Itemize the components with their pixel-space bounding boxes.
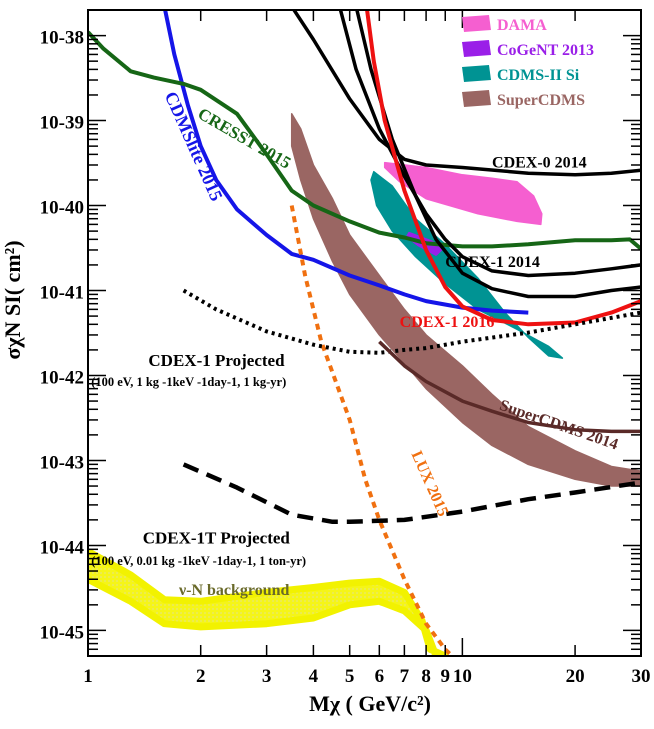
x-tick-label: 1 <box>83 666 93 687</box>
annotation-cdex-1-2014: CDEX-1 2014 <box>445 254 540 271</box>
y-tick-label: 10-45 <box>40 622 84 643</box>
x-tick-label: 30 <box>632 666 651 687</box>
curve-cdex-0-2014-b <box>338 10 641 278</box>
x-axis-title: Mχ ( GeV/c²) <box>309 691 431 716</box>
annotation-100-ev-0-01-kg-1kev-1day-1-1-ton-yr: (100 eV, 0.01 kg -1keV -1day-1, 1 ton-yr… <box>91 554 306 568</box>
x-tick-label: 3 <box>262 666 272 687</box>
region-supercdms <box>290 113 641 487</box>
curve-cresst-2015 <box>88 30 641 251</box>
annotation-cdex-1-2016: CDEX-1 2016 <box>400 314 495 331</box>
legend-swatch-dama <box>462 15 491 32</box>
x-tick-label: 8 <box>421 666 431 687</box>
annotation-100-ev-1-kg-1kev-1day-1-1-kg-yr: (100 eV, 1 kg -1keV -1day-1, 1 kg-yr) <box>91 375 286 389</box>
y-tick-label: 10-42 <box>40 367 84 388</box>
legend-label-cogent-2013: CoGeNT 2013 <box>497 42 594 59</box>
axes: 1 2 3 4 5 6 7 8 9 10 20 30 10-38 10-39 10-40 10-41 10-42… <box>40 9 651 687</box>
limit-curves <box>88 10 641 656</box>
y-axis-title: σχN SI( cm²) <box>0 240 25 359</box>
annotation-cdex-0-2014: CDEX-0 2014 <box>492 155 587 172</box>
x-tick-label: 10 <box>453 666 472 687</box>
curve-cdmslite-2015 <box>163 10 529 315</box>
y-tick-label: 10-41 <box>40 283 84 304</box>
y-tick-label: 10-39 <box>40 113 84 134</box>
curve-cdex-1t-projected <box>182 462 641 525</box>
x-tick-label: 9 <box>440 666 450 687</box>
legend-swatch-cdms-ii-si <box>462 65 491 82</box>
x-tick-label: 5 <box>345 666 355 687</box>
x-tick-label: 7 <box>400 666 410 687</box>
x-tick-label: 20 <box>566 666 585 687</box>
y-tick-label: 10-43 <box>40 452 84 473</box>
curve-supercdms-2014 <box>378 340 641 434</box>
y-tick-label: 10-44 <box>40 537 85 558</box>
y-tick-label: 10-40 <box>40 198 84 219</box>
plot-frame <box>87 9 642 657</box>
annotation-nu-n-background: ν-N background <box>178 582 290 599</box>
legend: DAMA CoGeNT 2013 CDMS-II Si SuperCDMS <box>462 15 594 109</box>
annotation-cdex-1t-projected: CDEX-1T Projected <box>143 529 291 548</box>
legend-label-dama: DAMA <box>497 17 547 34</box>
annotation-cdex-1-projected: CDEX-1 Projected <box>148 351 285 370</box>
y-tick-label: 10-38 <box>40 28 84 49</box>
x-tick-label: 6 <box>375 666 385 687</box>
x-tick-label: 2 <box>196 666 206 687</box>
legend-swatch-supercdms <box>462 90 491 107</box>
annotation-cdmslite-2015: CDMSlite 2015 <box>161 88 227 203</box>
curve-cdex-1-2016 <box>365 10 641 327</box>
region-nu-n-background-border <box>88 548 449 656</box>
legend-label-supercdms: SuperCDMS <box>497 92 585 109</box>
legend-label-cdms-ii-si: CDMS-II Si <box>497 67 580 84</box>
curve-lux-2015 <box>289 205 455 656</box>
annotation-lux-2015: LUX 2015 <box>408 448 452 519</box>
curve-cdex-0-2014 <box>291 10 641 177</box>
legend-swatch-cogent-2013 <box>462 40 491 57</box>
curve-cdex-1-projected <box>182 288 641 355</box>
region-cdms-ii-si <box>370 170 564 359</box>
x-tick-label: 4 <box>309 666 319 687</box>
